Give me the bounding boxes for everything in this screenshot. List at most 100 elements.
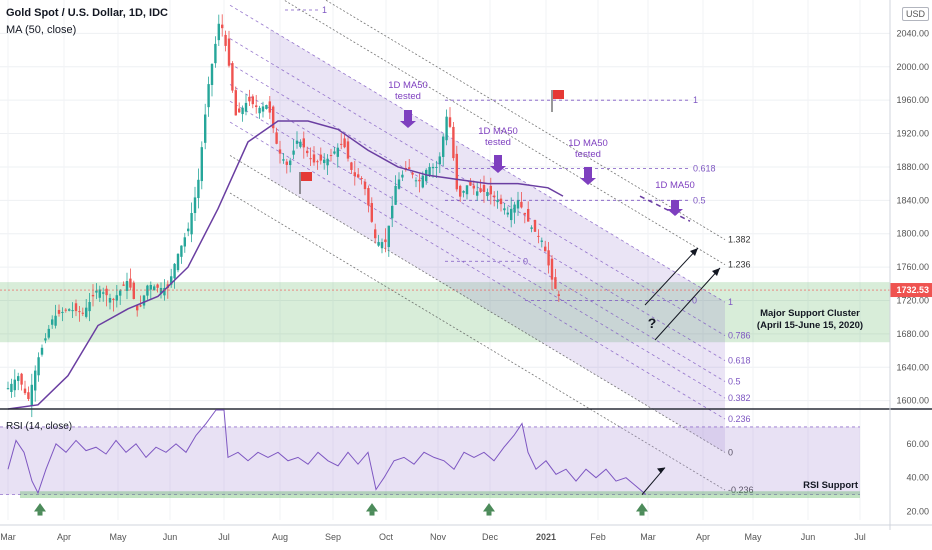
candle-body (374, 229, 377, 239)
time-axis-tick: Oct (379, 532, 394, 542)
candle-body (295, 140, 299, 144)
rsi-bottom-marker (636, 503, 648, 512)
candle-body (377, 242, 380, 246)
candle-body (540, 240, 543, 242)
candle-body (387, 225, 390, 248)
time-axis-tick: May (109, 532, 127, 542)
last-price-badge (890, 283, 932, 298)
fib-level-label: 0.5 (693, 195, 706, 205)
channel-line (283, 0, 726, 265)
candle-body (557, 294, 560, 296)
candle-body (309, 158, 312, 160)
candle-body (520, 201, 523, 208)
candle-body (391, 205, 394, 219)
annotation-label: 1D MA50 (388, 80, 428, 91)
candle-body (241, 107, 244, 115)
candle-body (479, 188, 482, 192)
channel-level-label: 0.618 (728, 356, 751, 366)
candle-body (472, 185, 475, 189)
candle-body (326, 158, 329, 166)
price-axis-tick: 2000.00 (896, 62, 929, 72)
candle-body (265, 105, 268, 109)
candle-body (153, 286, 156, 291)
candle-body (13, 379, 16, 391)
candle-body (251, 96, 254, 105)
candle-body (353, 172, 356, 177)
candle-body (105, 288, 108, 296)
candle-body (98, 289, 101, 298)
candle-body (285, 161, 288, 165)
time-axis-tick: Nov (430, 532, 447, 542)
candle-body (499, 198, 503, 205)
candle-body (255, 105, 258, 108)
candle-body (506, 212, 509, 215)
candle-body (462, 190, 465, 193)
candle-body (193, 197, 197, 214)
candle-body (34, 370, 37, 391)
candle-body (231, 63, 234, 91)
candle-body (421, 175, 424, 188)
price-axis-tick: 1960.00 (896, 95, 929, 105)
price-axis-tick: 1640.00 (896, 362, 929, 372)
candles-layer (6, 14, 560, 418)
channel-line (229, 63, 726, 361)
rsi-bottom-marker-stem (37, 511, 43, 516)
candle-body (210, 63, 214, 85)
channel-level-label: 0.5 (728, 377, 741, 387)
candle-body (459, 185, 462, 197)
channel-level-label: 0.786 (728, 331, 751, 341)
candle-body (244, 102, 248, 112)
candle-body (136, 305, 139, 311)
question-mark: ? (648, 315, 657, 331)
channel-level-label: 1.382 (728, 235, 751, 245)
channel-line (324, 0, 726, 240)
candle-body (272, 106, 275, 129)
candle-body (448, 117, 452, 127)
candle-body (516, 200, 520, 209)
annotation-arrow (400, 110, 416, 128)
channel-level-label: 1.236 (728, 260, 751, 270)
candle-body (125, 281, 129, 291)
price-axis-tick: 2040.00 (896, 28, 929, 38)
price-axis-tick: 1880.00 (896, 162, 929, 172)
candle-body (23, 388, 27, 394)
price-axis-tick: 1800.00 (896, 229, 929, 239)
channel-band (270, 29, 725, 453)
candle-body (312, 154, 316, 163)
candle-body (183, 237, 186, 247)
candle-body (476, 191, 479, 196)
candle-body (414, 180, 418, 182)
last-price-label: 1732.53 (896, 285, 929, 295)
candle-body (493, 195, 496, 198)
candle-body (119, 290, 122, 296)
fib-level-label: 0 (523, 256, 528, 266)
candle-body (489, 185, 492, 195)
candle-body (129, 278, 132, 288)
rsi-axis-tick: 40.00 (906, 473, 929, 483)
candle-body (40, 347, 44, 355)
ma-legend: MA (50, close) (6, 24, 77, 36)
candle-body (530, 227, 533, 229)
candle-body (408, 167, 411, 169)
candle-body (394, 185, 397, 205)
candle-body (102, 292, 105, 294)
time-axis-tick: Feb (590, 532, 606, 542)
candle-body (217, 23, 220, 41)
candle-body (411, 172, 414, 175)
channel-line (229, 192, 726, 491)
flag-icon (553, 90, 564, 99)
projection-arrow (654, 267, 721, 341)
candle-body (445, 116, 448, 141)
candle-body (10, 383, 13, 392)
candle-body (547, 250, 550, 266)
candle-body (115, 295, 118, 301)
currency-badge[interactable]: USD (902, 7, 930, 21)
candle-body (418, 179, 421, 182)
candle-body (221, 24, 224, 29)
rsi-bottom-marker (366, 503, 378, 512)
candle-body (214, 43, 217, 64)
time-axis-tick: Apr (57, 532, 71, 542)
candle-body (261, 106, 265, 112)
